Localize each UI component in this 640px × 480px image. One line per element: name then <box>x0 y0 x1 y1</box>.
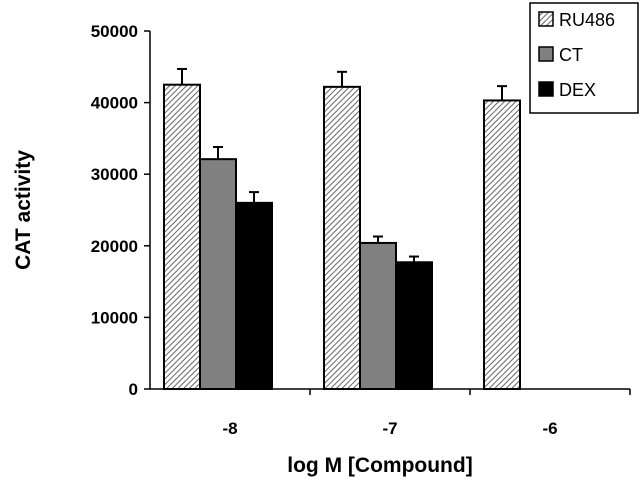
y-axis-title: CAT activity <box>12 150 35 270</box>
legend-label-dex: DEX <box>559 80 596 100</box>
y-tick-label: 50000 <box>91 22 138 41</box>
y-tick-label: 20000 <box>91 237 138 256</box>
y-tick-label: 0 <box>129 380 138 399</box>
bar-ct--7 <box>359 241 397 390</box>
x-tick-label: -6 <box>542 419 557 438</box>
plot-area: 0 10000 20000 30000 40000 50000 -8 -7 -6 <box>91 22 631 438</box>
legend: RU486 CT DEX <box>529 2 639 114</box>
bar-dex--7 <box>395 261 433 391</box>
x-tick-label: -7 <box>382 419 397 438</box>
x-axis-title: log M [Compound] <box>287 454 472 477</box>
bar-ru486--8 <box>163 83 201 390</box>
x-tick-label: -8 <box>222 419 237 438</box>
y-tick-label: 40000 <box>91 94 138 113</box>
bar-ru486--7 <box>323 85 361 391</box>
legend-swatch-ru486 <box>538 11 554 27</box>
y-tick-label: 30000 <box>91 165 138 184</box>
legend-label-ru486: RU486 <box>559 10 615 30</box>
y-tick-label: 10000 <box>91 308 138 327</box>
legend-label-ct: CT <box>559 45 583 65</box>
bar-ru486--6 <box>483 99 521 391</box>
legend-swatch-ct <box>538 46 554 62</box>
bar-ct--8 <box>199 158 237 390</box>
legend-swatch-dex <box>538 81 554 97</box>
bar-dex--8 <box>235 201 273 390</box>
